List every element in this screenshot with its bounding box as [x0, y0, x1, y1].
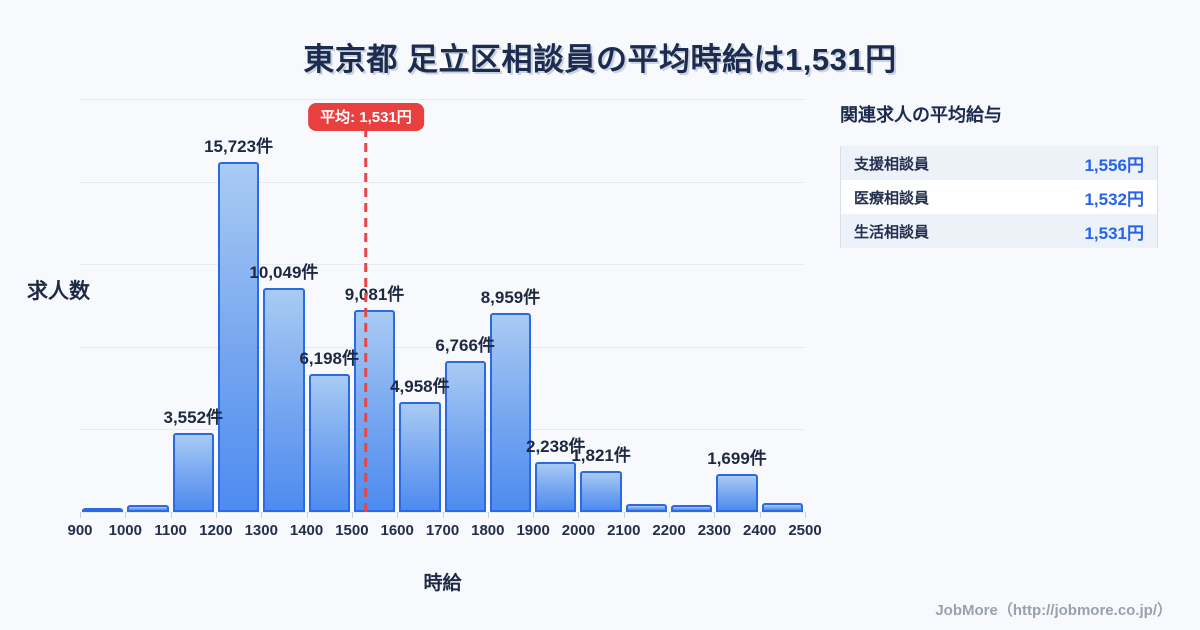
- salary-row-value: 1,531円: [1084, 223, 1144, 243]
- axis-tick-label: 1800: [471, 522, 505, 539]
- histogram-bar: [353, 309, 396, 512]
- axis-tick: [80, 512, 81, 518]
- gridline: [80, 346, 805, 348]
- axis-tick: [351, 512, 353, 518]
- salary-table: 支援相談員 1,556円医療相談員 1,532円生活相談員 1,531円: [840, 146, 1158, 248]
- axis-tick-label: 1700: [425, 522, 460, 539]
- axis-tick-label: 1300: [244, 522, 278, 539]
- axis-tick: [397, 512, 399, 518]
- axis-tick: [442, 512, 444, 518]
- salary-row-label: 医療相談員: [854, 189, 930, 207]
- histogram-bar: [761, 503, 803, 512]
- x-axis-label: 時給: [423, 573, 462, 594]
- bar-value-label: 8,959件: [480, 287, 541, 307]
- axis-tick: [170, 512, 172, 518]
- gridline: [80, 429, 805, 431]
- histogram-bar: [82, 508, 124, 512]
- histogram-bar: [263, 288, 305, 512]
- salary-row: 支援相談員 1,556円: [841, 146, 1157, 180]
- axis-tick-label: 2000: [561, 522, 596, 539]
- axis-tick: [125, 512, 127, 518]
- salary-row-value: 1,532円: [1084, 189, 1144, 209]
- histogram-bar: [535, 462, 577, 512]
- histogram-bar: [625, 504, 668, 512]
- salary-row-label: 支援相談員: [854, 155, 930, 173]
- bar-value-label: 1,821件: [571, 446, 631, 466]
- bar-value-label: 9,081件: [344, 284, 405, 304]
- histogram-bar: [489, 312, 532, 512]
- axis-tick: [669, 512, 671, 518]
- axis-tick-label: 1400: [289, 522, 324, 539]
- axis-tick-label: 2100: [607, 522, 641, 539]
- bar-value-label: 10,049件: [249, 263, 319, 283]
- histogram-bar: [399, 401, 441, 512]
- histogram-bar: [217, 162, 260, 512]
- axis-tick: [306, 512, 308, 518]
- average-badge: 平均: 1,531円: [308, 103, 424, 131]
- gridline: [80, 99, 805, 100]
- salary-row: 医療相談員 1,532円: [841, 180, 1157, 214]
- bar-value-label: 1,699件: [707, 449, 767, 469]
- salary-row: 生活相談員 1,531円: [841, 214, 1157, 248]
- histogram-bar: [444, 361, 486, 512]
- footer-credit: JobMore（http://jobmore.co.jp/）: [935, 602, 1172, 619]
- salary-row-value: 1,556円: [1084, 155, 1144, 175]
- axis-tick-label: 1200: [199, 522, 233, 539]
- axis-tick: [215, 512, 217, 518]
- axis-tick-label: 1500: [335, 522, 369, 539]
- histogram-bar: [172, 432, 214, 512]
- axis-tick: [759, 512, 761, 518]
- bar-value-label: 15,723件: [204, 137, 274, 157]
- histogram-bar: [127, 505, 169, 512]
- histogram-bar: [716, 474, 758, 512]
- axis-tick: [261, 512, 263, 518]
- bar-value-label: 6,766件: [435, 336, 495, 356]
- axis-tick: [487, 512, 489, 518]
- axis-tick-label: 1900: [516, 522, 550, 539]
- axis-tick: [533, 512, 535, 518]
- axis-tick: [805, 512, 806, 518]
- axis-tick-label: 2200: [652, 522, 686, 539]
- axis-tick-label: 1000: [108, 522, 142, 539]
- axis-tick: [623, 512, 625, 518]
- axis-tick-label: 1600: [380, 522, 414, 539]
- axis-tick-label: 2300: [697, 522, 732, 539]
- gridline: [80, 264, 805, 266]
- axis-tick: [578, 512, 580, 518]
- axis-tick-label: 2400: [743, 522, 777, 539]
- histogram-bar: [308, 374, 350, 512]
- bar-value-label: 3,552件: [163, 407, 224, 427]
- axis-tick-label: 900: [67, 522, 93, 539]
- panel-heading: 関連求人の平均給与: [840, 105, 1002, 125]
- salary-row-label: 生活相談員: [854, 223, 930, 241]
- bar-value-label: 2,238件: [526, 437, 586, 457]
- histogram-bar: [671, 505, 713, 512]
- histogram: 900 1000 1100 1200 1300 1400 1500 1600 1700 1800 1…: [67, 99, 822, 539]
- bar-value-label: 6,198件: [299, 349, 359, 369]
- axis-tick: [714, 512, 716, 518]
- gridline: [80, 181, 805, 183]
- y-axis-label: 求人数: [27, 280, 90, 303]
- axis-tick-label: 1100: [154, 522, 187, 539]
- page-title: 東京都 足立区相談員の平均時給は1,531円: [303, 42, 897, 77]
- average-line: [364, 128, 368, 512]
- bar-value-label: 4,958件: [390, 376, 450, 396]
- histogram-bar: [580, 471, 622, 512]
- axis-tick-label: 2500: [788, 522, 822, 539]
